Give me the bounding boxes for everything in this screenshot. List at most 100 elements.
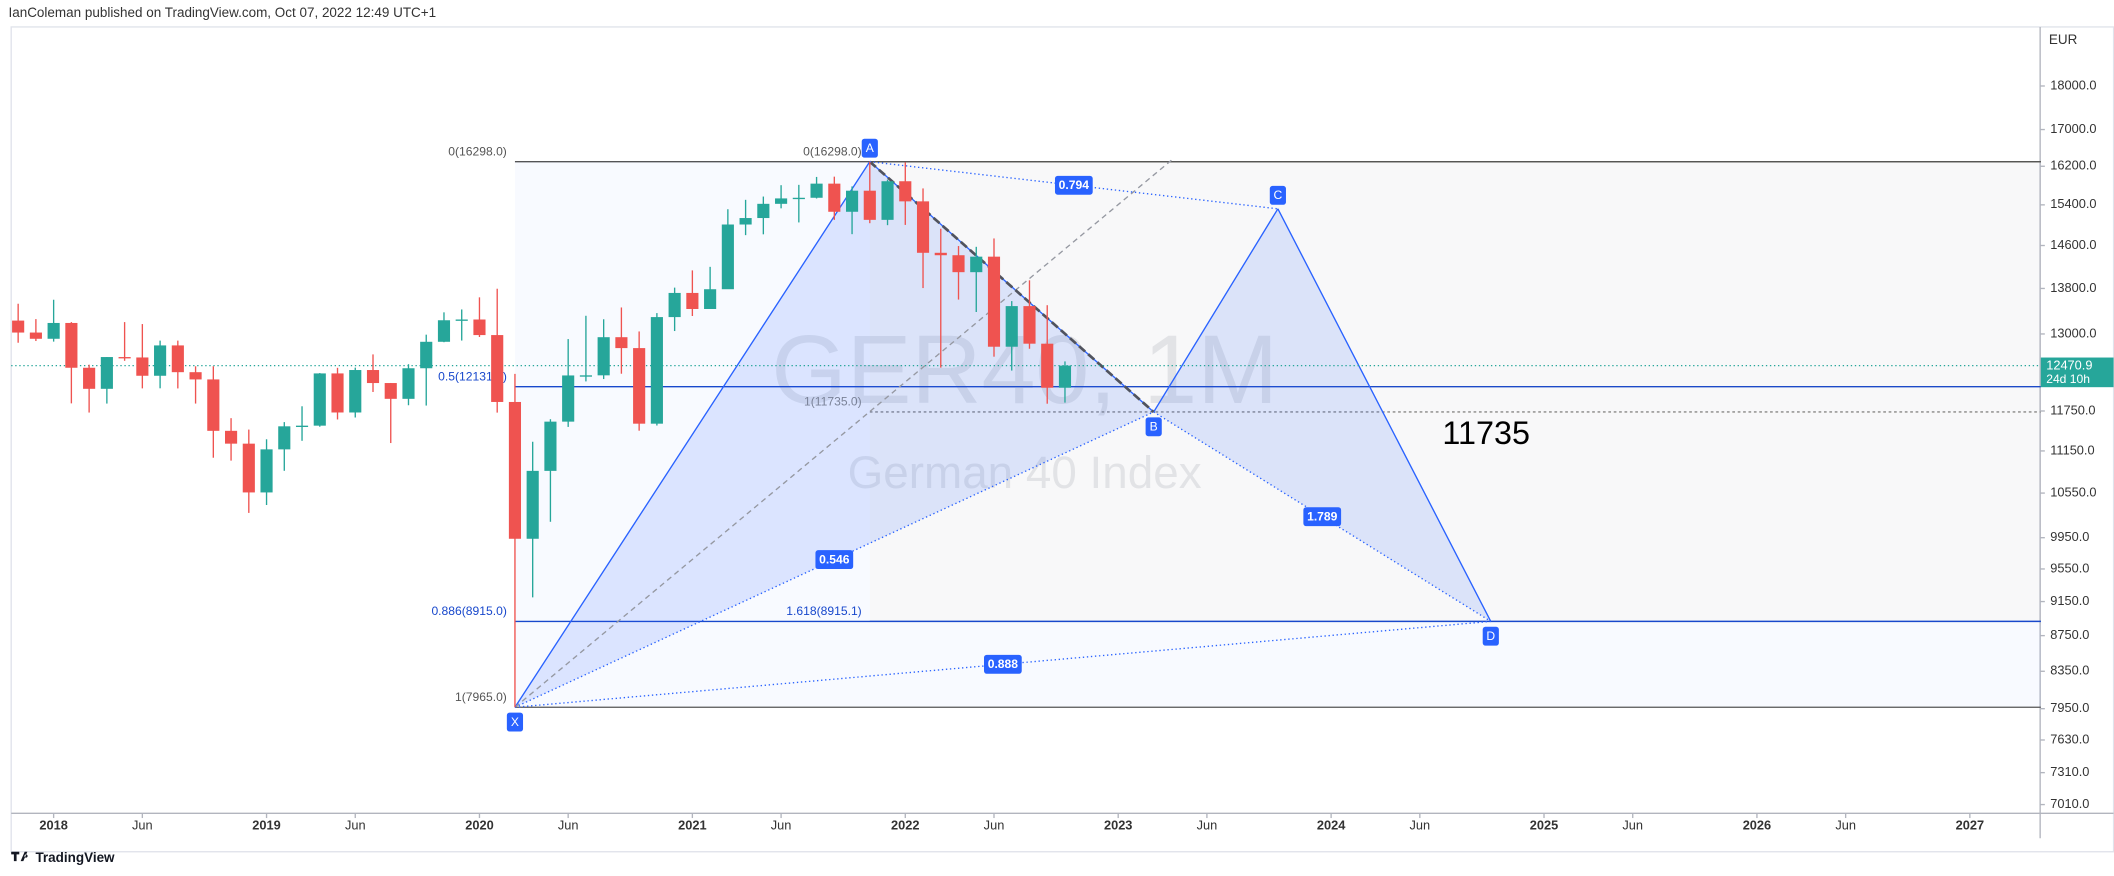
y-tick-label: 13000.0 bbox=[2050, 325, 2096, 340]
fib-label: 1.618(8915.1) bbox=[786, 604, 861, 618]
y-tick-label: 9150.0 bbox=[2050, 593, 2089, 608]
y-tick-label: 14600.0 bbox=[2050, 237, 2096, 252]
candle-body bbox=[83, 367, 96, 389]
fib-band bbox=[515, 621, 2041, 707]
y-tick-label: 9950.0 bbox=[2050, 529, 2089, 544]
candle-body bbox=[207, 379, 220, 431]
point-box bbox=[506, 712, 524, 732]
y-tick-label: 13800.0 bbox=[2050, 280, 2096, 295]
y-tick-label: 11750.0 bbox=[2050, 402, 2095, 417]
ratio-box bbox=[815, 550, 854, 570]
trend-line bbox=[514, 158, 1174, 708]
x-tick-label: 2019 bbox=[252, 818, 280, 833]
point-label: B bbox=[1150, 420, 1158, 434]
candle-body bbox=[65, 322, 78, 368]
y-tick-label: 8750.0 bbox=[2050, 627, 2089, 642]
x-tick-label: Jun bbox=[1835, 818, 1856, 833]
candle-body bbox=[739, 218, 752, 225]
candle-body bbox=[899, 181, 912, 202]
candle-body bbox=[118, 357, 131, 359]
x-tick-label: Jun bbox=[345, 818, 366, 833]
fib-label: 0(16298.0) bbox=[448, 144, 507, 158]
fib-label: 0.5(12131.5) bbox=[438, 369, 507, 383]
ratio-label: 1.789 bbox=[1307, 510, 1338, 524]
candle-body bbox=[810, 183, 823, 198]
candle-body bbox=[136, 357, 149, 376]
candle-body bbox=[579, 375, 592, 377]
fib-label: 1(7965.0) bbox=[455, 690, 507, 704]
footer: TradingView bbox=[35, 850, 115, 865]
x-tick-label: 2026 bbox=[1743, 818, 1771, 833]
candle-body bbox=[29, 332, 42, 339]
candle-body bbox=[420, 341, 433, 369]
point-label: C bbox=[1274, 188, 1283, 202]
plot-layer: 0(16298.0) 0.5(12131.5) 0.886(8915.0) 1(796… bbox=[11, 138, 2041, 732]
candle-body bbox=[828, 183, 841, 212]
y-tick-label: 17000.0 bbox=[2050, 121, 2096, 136]
y-tick-label: 7950.0 bbox=[2050, 700, 2089, 715]
candle-body bbox=[47, 322, 60, 339]
y-tick-label: 8350.0 bbox=[2050, 663, 2089, 678]
candle-body bbox=[224, 430, 238, 444]
candle-body bbox=[313, 373, 326, 426]
pattern-fill bbox=[1153, 208, 1491, 622]
ratio-box bbox=[984, 654, 1022, 674]
candle-body bbox=[1041, 343, 1054, 388]
candle-body bbox=[171, 345, 184, 373]
candle-body bbox=[562, 375, 575, 422]
y-tick-label: 7310.0 bbox=[2050, 764, 2089, 779]
candle-body bbox=[633, 348, 646, 424]
y-tick-label: 9550.0 bbox=[2050, 560, 2089, 575]
point-box bbox=[1145, 417, 1162, 437]
ratio-box bbox=[1303, 507, 1342, 527]
pattern-leg bbox=[514, 161, 871, 708]
x-tick-label: Jun bbox=[1197, 818, 1218, 833]
candle-body bbox=[970, 256, 983, 273]
candle-body bbox=[934, 252, 947, 256]
candle-body bbox=[704, 289, 717, 309]
ratio-label: 0.888 bbox=[988, 657, 1019, 671]
fib-label: 0.886(8915.0) bbox=[431, 604, 506, 618]
candle-body bbox=[402, 368, 415, 399]
candle-body bbox=[331, 373, 344, 413]
x-tick-label: 2024 bbox=[1317, 818, 1346, 833]
candle-body bbox=[686, 292, 699, 309]
candle-body bbox=[845, 190, 859, 212]
x-tick-label: Jun bbox=[132, 818, 153, 833]
candle-body bbox=[881, 181, 894, 220]
candle-body bbox=[154, 345, 167, 376]
x-tick-label: 2018 bbox=[39, 818, 67, 833]
candle-body bbox=[775, 198, 788, 204]
point-label: A bbox=[866, 141, 875, 155]
logo bbox=[11, 851, 28, 862]
x-tick-label: Jun bbox=[1622, 818, 1643, 833]
candle-body bbox=[987, 256, 1001, 347]
last-price-label: 12470.9 bbox=[2046, 358, 2092, 373]
fib-label: 1(11735.0) bbox=[804, 395, 862, 409]
pattern-leg bbox=[1277, 208, 1492, 622]
x-tick-label: 2023 bbox=[1104, 818, 1132, 833]
currency: EUR bbox=[2049, 32, 2078, 47]
candle-body bbox=[863, 190, 876, 220]
ratio-label: 0.546 bbox=[819, 552, 850, 566]
candle-body bbox=[455, 319, 468, 321]
last-price-box bbox=[2040, 357, 2114, 388]
point-box bbox=[1482, 626, 1499, 646]
candle-body bbox=[668, 292, 681, 318]
countdown-label: 24d 10h bbox=[2046, 372, 2090, 386]
y-tick-label: 7010.0 bbox=[2050, 796, 2089, 811]
x-tick-label: 2027 bbox=[1956, 818, 1984, 833]
y-tick-label: 7630.0 bbox=[2050, 731, 2089, 746]
pattern-leg bbox=[1153, 208, 1279, 413]
x-tick-label: Jun bbox=[984, 818, 1005, 833]
y-tick-label: 11150.0 bbox=[2050, 442, 2094, 457]
point-box bbox=[1269, 185, 1286, 205]
y-tick-label: 15400.0 bbox=[2050, 196, 2096, 211]
candle-body bbox=[544, 421, 557, 471]
x-tick-label: 2022 bbox=[891, 818, 919, 833]
candle-body bbox=[597, 337, 610, 376]
candle-body bbox=[650, 317, 663, 424]
